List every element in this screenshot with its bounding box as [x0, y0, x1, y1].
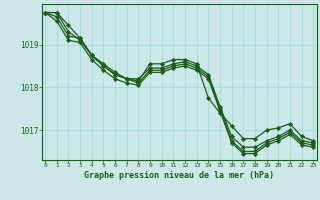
X-axis label: Graphe pression niveau de la mer (hPa): Graphe pression niveau de la mer (hPa): [84, 171, 274, 180]
